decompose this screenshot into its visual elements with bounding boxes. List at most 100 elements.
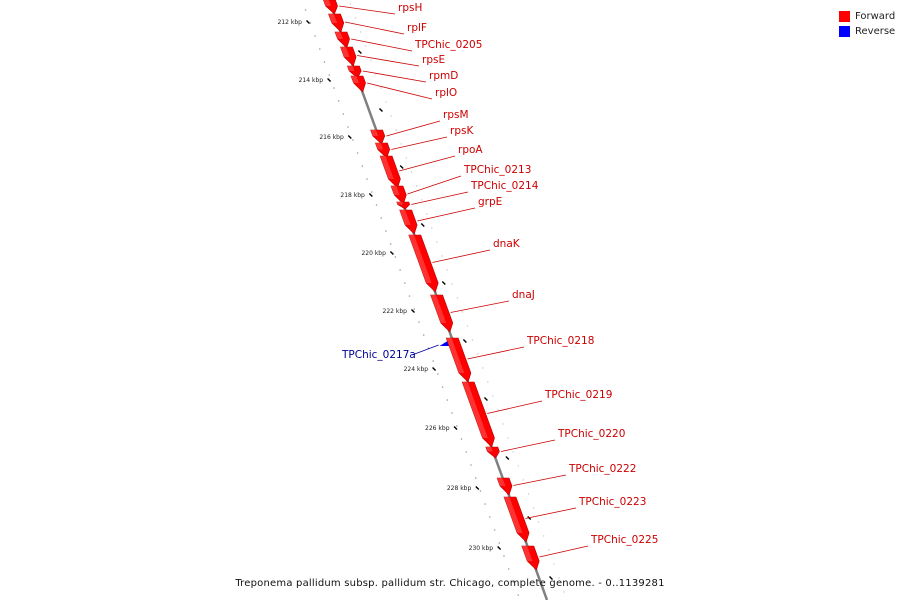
kbp-tick	[389, 251, 394, 255]
inner-dotted-guide	[349, 3, 565, 593]
gene-block-highlight	[504, 497, 523, 533]
gene-label-rplF: rplF	[407, 22, 427, 34]
gene-leader-line	[467, 346, 525, 360]
legend: Forward Reverse	[839, 9, 899, 39]
kbp-tick	[432, 367, 437, 371]
minor-mark	[505, 456, 510, 460]
gene-leader-line	[539, 545, 589, 558]
reverse-swatch	[839, 26, 850, 37]
gene-block-highlight	[347, 66, 355, 71]
minor-mark	[357, 50, 362, 54]
gene-block-highlight	[340, 47, 350, 57]
gene-block-highlight	[375, 143, 384, 150]
gene-label-TPChic_0219: TPChic_0219	[544, 389, 612, 401]
gene-leader-line	[391, 136, 448, 150]
kbp-tick-label: 214 kbp	[299, 77, 324, 84]
minor-mark	[462, 339, 467, 343]
gene-block-highlight	[399, 210, 411, 225]
kbp-tick-label: 212 kbp	[278, 19, 303, 26]
genome-caption: Treponema pallidum subsp. pallidum str. …	[235, 578, 665, 589]
gene-label-TPChic_0220: TPChic_0220	[557, 428, 625, 440]
gene-leader-line	[513, 474, 567, 486]
kbp-tick	[497, 546, 502, 550]
gene-block-highlight	[408, 235, 432, 283]
kbp-tick	[411, 309, 415, 313]
gene-block-highlight	[380, 156, 394, 179]
gene-block-highlight	[396, 202, 404, 205]
gene-label-rpoA: rpoA	[458, 144, 483, 156]
kbp-tick-label: 226 kbp	[425, 425, 450, 432]
gene-leader-line	[411, 344, 439, 356]
gene-leader-line	[500, 439, 556, 452]
gene-block-highlight	[485, 447, 493, 452]
outer-dotted-guide	[304, 9, 519, 596]
gene-block-highlight	[462, 382, 488, 438]
gene-label-rpsE: rpsE	[422, 54, 445, 66]
gene-block-highlight	[370, 130, 379, 136]
kbp-tick	[347, 135, 352, 139]
minor-mark	[483, 397, 488, 401]
gene-label-TPChic_0214: TPChic_0214	[470, 180, 539, 192]
gene-label-TPChic_0217a: TPChic_0217a	[341, 349, 416, 361]
legend-forward: Forward	[839, 9, 899, 24]
gene-block-highlight	[323, 0, 331, 6]
kbp-tick-label: 220 kbp	[361, 250, 386, 257]
forward-swatch	[839, 11, 850, 22]
gene-label-TPChic_0205: TPChic_0205	[414, 39, 482, 51]
gene-label-TPChic_0223: TPChic_0223	[578, 496, 646, 508]
legend-reverse: Reverse	[839, 24, 899, 39]
kbp-tick	[327, 78, 332, 82]
gene-label-rpsM: rpsM	[443, 109, 469, 121]
kbp-tick-label: 222 kbp	[383, 308, 408, 315]
gene-block-highlight	[446, 338, 465, 373]
gene-leader-line	[344, 21, 405, 35]
gene-block-highlight	[328, 14, 338, 23]
kbp-tick-label: 224 kbp	[404, 366, 429, 373]
gene-leader-line	[351, 38, 413, 52]
minor-mark	[441, 281, 446, 285]
gene-block-highlight	[521, 546, 533, 561]
gene-label-rpmD: rpmD	[429, 70, 458, 82]
gene-leader-line	[399, 155, 456, 172]
gene-leader-line	[525, 507, 577, 519]
gene-label-TPChic_0213: TPChic_0213	[463, 164, 531, 176]
gene-label-grpE: grpE	[478, 196, 502, 208]
minor-mark	[378, 108, 383, 112]
kbp-tick	[475, 486, 480, 490]
kbp-tick-label: 216 kbp	[319, 134, 344, 141]
gene-labels: rpsH rplF TPChic_0205 rpsE rpmD rplO rpsM rpsK r…	[339, 2, 658, 558]
kbp-tick	[368, 193, 373, 197]
gene-leader-line	[386, 120, 441, 137]
gene-leader-line	[411, 191, 469, 205]
kbp-tick-label: 218 kbp	[340, 192, 365, 199]
gene-block-highlight	[497, 478, 506, 486]
gene-label-dnaJ: dnaJ	[512, 289, 535, 301]
kbp-ticks: 212 kbp 214 kbp 216 kbp 218 kbp 220 kbp 222 k…	[278, 19, 554, 580]
gene-label-TPChic_0222: TPChic_0222	[568, 463, 636, 475]
gene-label-TPChic_0225: TPChic_0225	[590, 534, 658, 546]
kbp-tick-label: 228 kbp	[447, 485, 472, 492]
gene-leader-line	[367, 82, 433, 100]
gene-label-dnaK: dnaK	[493, 238, 521, 250]
gene-block-highlight	[430, 295, 447, 323]
gene-features	[323, 0, 540, 571]
minor-mark	[549, 576, 554, 580]
kbp-tick	[305, 20, 310, 24]
gene-leader-line	[417, 207, 476, 222]
forward-label: Forward	[855, 11, 896, 22]
minor-mark	[420, 223, 425, 227]
kbp-tick-label: 230 kbp	[469, 545, 494, 552]
gene-leader-line	[450, 300, 510, 313]
gene-leader-line	[357, 55, 420, 67]
gene-leader-line	[362, 70, 427, 83]
gene-leader-line	[407, 175, 462, 195]
gene-label-rpsK: rpsK	[450, 125, 474, 137]
reverse-label: Reverse	[855, 26, 896, 37]
gene-block-highlight	[335, 32, 343, 39]
kbp-tick	[453, 426, 458, 430]
gene-leader-line	[487, 400, 543, 414]
gene-label-rpsH: rpsH	[398, 2, 422, 14]
minor-mark	[399, 165, 404, 169]
gene-leader-line	[432, 249, 491, 263]
